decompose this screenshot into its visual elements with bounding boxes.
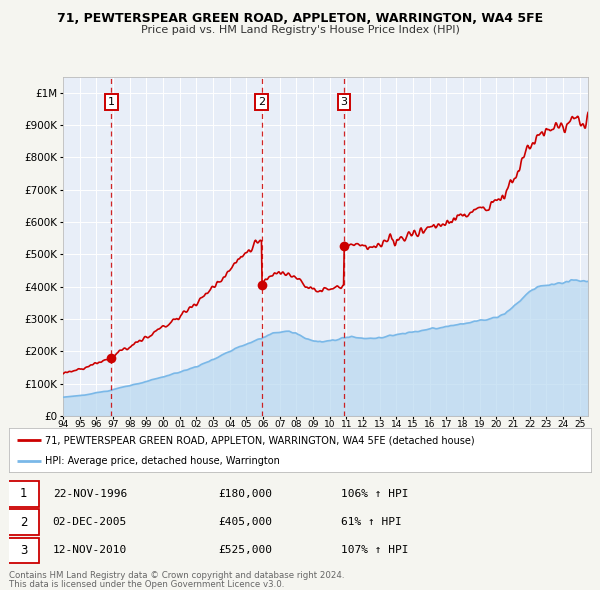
Text: £405,000: £405,000 (218, 517, 272, 527)
Text: 71, PEWTERSPEAR GREEN ROAD, APPLETON, WARRINGTON, WA4 5FE (detached house): 71, PEWTERSPEAR GREEN ROAD, APPLETON, WA… (45, 435, 475, 445)
Text: 71, PEWTERSPEAR GREEN ROAD, APPLETON, WARRINGTON, WA4 5FE: 71, PEWTERSPEAR GREEN ROAD, APPLETON, WA… (57, 12, 543, 25)
Text: 106% ↑ HPI: 106% ↑ HPI (341, 489, 408, 499)
FancyBboxPatch shape (8, 481, 38, 507)
Text: £525,000: £525,000 (218, 546, 272, 555)
FancyBboxPatch shape (8, 537, 38, 563)
Text: £180,000: £180,000 (218, 489, 272, 499)
Text: 1: 1 (108, 97, 115, 107)
FancyBboxPatch shape (8, 509, 38, 535)
Text: Contains HM Land Registry data © Crown copyright and database right 2024.: Contains HM Land Registry data © Crown c… (9, 571, 344, 579)
Text: This data is licensed under the Open Government Licence v3.0.: This data is licensed under the Open Gov… (9, 580, 284, 589)
Text: 3: 3 (20, 544, 27, 557)
Text: 2: 2 (20, 516, 28, 529)
Text: 61% ↑ HPI: 61% ↑ HPI (341, 517, 401, 527)
Text: Price paid vs. HM Land Registry's House Price Index (HPI): Price paid vs. HM Land Registry's House … (140, 25, 460, 35)
Text: HPI: Average price, detached house, Warrington: HPI: Average price, detached house, Warr… (45, 456, 280, 466)
Text: 3: 3 (341, 97, 347, 107)
Text: 02-DEC-2005: 02-DEC-2005 (53, 517, 127, 527)
Text: 1: 1 (20, 487, 28, 500)
Text: 12-NOV-2010: 12-NOV-2010 (53, 546, 127, 555)
Text: 2: 2 (258, 97, 265, 107)
Text: 22-NOV-1996: 22-NOV-1996 (53, 489, 127, 499)
Text: 107% ↑ HPI: 107% ↑ HPI (341, 546, 408, 555)
